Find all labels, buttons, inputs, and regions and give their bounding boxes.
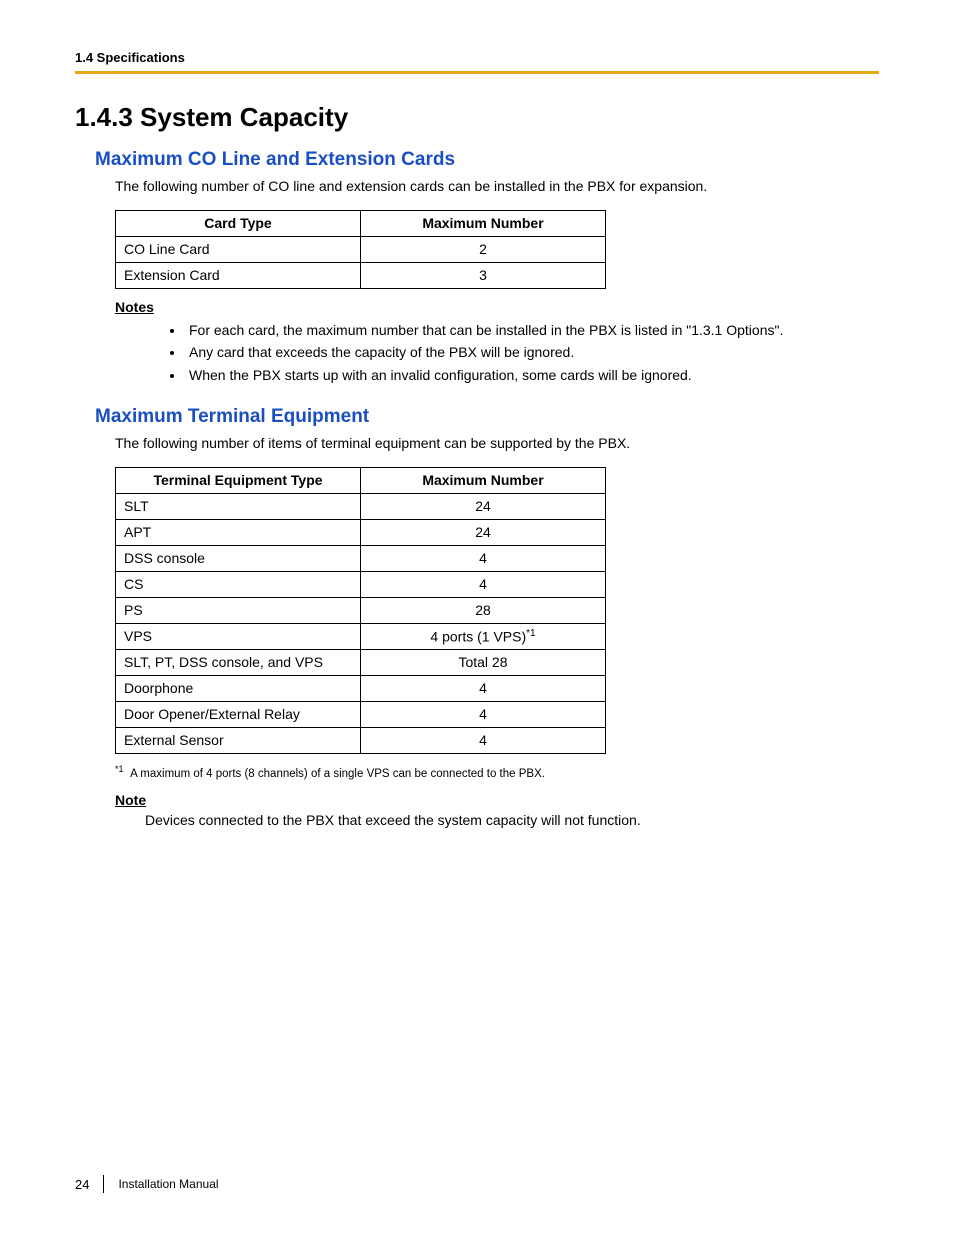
cell-label: External Sensor — [116, 727, 361, 753]
table-row: SLT, PT, DSS console, and VPSTotal 28 — [116, 649, 606, 675]
cell-value: 28 — [361, 597, 606, 623]
footnote-text: A maximum of 4 ports (8 channels) of a s… — [130, 768, 545, 780]
col-card-type: Card Type — [116, 210, 361, 236]
notes-list: For each card, the maximum number that c… — [75, 319, 879, 386]
doc-title: Installation Manual — [118, 1177, 218, 1191]
table-row: SLT24 — [116, 493, 606, 519]
table-row: VPS4 ports (1 VPS)*1 — [116, 623, 606, 649]
cell-label: Extension Card — [116, 262, 361, 288]
page-footer: 24 Installation Manual — [75, 1175, 219, 1193]
table-header-row: Terminal Equipment Type Maximum Number — [116, 467, 606, 493]
table-terminal: Terminal Equipment Type Maximum Number S… — [115, 467, 606, 754]
col-term-type: Terminal Equipment Type — [116, 467, 361, 493]
table-row: Doorphone4 — [116, 675, 606, 701]
cell-label: CO Line Card — [116, 236, 361, 262]
cell-label: SLT, PT, DSS console, and VPS — [116, 649, 361, 675]
table-row: CO Line Card2 — [116, 236, 606, 262]
cell-value: 2 — [361, 236, 606, 262]
cell-label: PS — [116, 597, 361, 623]
list-item: Any card that exceeds the capacity of th… — [185, 341, 879, 363]
note-body: Devices connected to the PBX that exceed… — [75, 812, 879, 828]
table-terminal-body: SLT24APT24DSS console4CS4PS28VPS4 ports … — [116, 493, 606, 753]
col-term-max: Maximum Number — [361, 467, 606, 493]
intro-co-line: The following number of CO line and exte… — [75, 177, 879, 196]
table-row: Extension Card3 — [116, 262, 606, 288]
table-co-line-body: CO Line Card2Extension Card3 — [116, 236, 606, 288]
cell-label: APT — [116, 519, 361, 545]
footer-divider — [103, 1175, 104, 1193]
subheading-terminal: Maximum Terminal Equipment — [75, 406, 879, 428]
subheading-co-line: Maximum CO Line and Extension Cards — [75, 149, 879, 171]
cell-value: 4 — [361, 701, 606, 727]
cell-label: Doorphone — [116, 675, 361, 701]
table-row: APT24 — [116, 519, 606, 545]
running-header: 1.4 Specifications — [75, 50, 879, 65]
cell-label: Door Opener/External Relay — [116, 701, 361, 727]
table-row: Door Opener/External Relay4 — [116, 701, 606, 727]
table-row: External Sensor4 — [116, 727, 606, 753]
cell-value: 4 ports (1 VPS)*1 — [361, 623, 606, 649]
header-rule — [75, 71, 879, 74]
page-number: 24 — [75, 1177, 89, 1192]
table-header-row: Card Type Maximum Number — [116, 210, 606, 236]
list-item: For each card, the maximum number that c… — [185, 319, 879, 341]
cell-value: 4 — [361, 727, 606, 753]
page: 1.4 Specifications 1.4.3 System Capacity… — [0, 0, 954, 1235]
table-row: CS4 — [116, 571, 606, 597]
cell-label: VPS — [116, 623, 361, 649]
cell-value: Total 28 — [361, 649, 606, 675]
notes-heading: Notes — [75, 299, 879, 315]
cell-value: 24 — [361, 519, 606, 545]
cell-value: 4 — [361, 675, 606, 701]
footnote: *1 A maximum of 4 ports (8 channels) of … — [75, 764, 879, 780]
cell-value: 24 — [361, 493, 606, 519]
cell-label: CS — [116, 571, 361, 597]
note-heading: Note — [75, 792, 879, 808]
cell-label: DSS console — [116, 545, 361, 571]
col-max-number: Maximum Number — [361, 210, 606, 236]
cell-value: 4 — [361, 571, 606, 597]
cell-value: 4 — [361, 545, 606, 571]
cell-label: SLT — [116, 493, 361, 519]
list-item: When the PBX starts up with an invalid c… — [185, 364, 879, 386]
table-co-line: Card Type Maximum Number CO Line Card2Ex… — [115, 210, 606, 289]
cell-value: 3 — [361, 262, 606, 288]
section-number-title: 1.4.3 System Capacity — [75, 102, 879, 133]
footnote-marker: *1 — [115, 764, 124, 774]
table-row: PS28 — [116, 597, 606, 623]
table-row: DSS console4 — [116, 545, 606, 571]
intro-terminal: The following number of items of termina… — [75, 434, 879, 453]
